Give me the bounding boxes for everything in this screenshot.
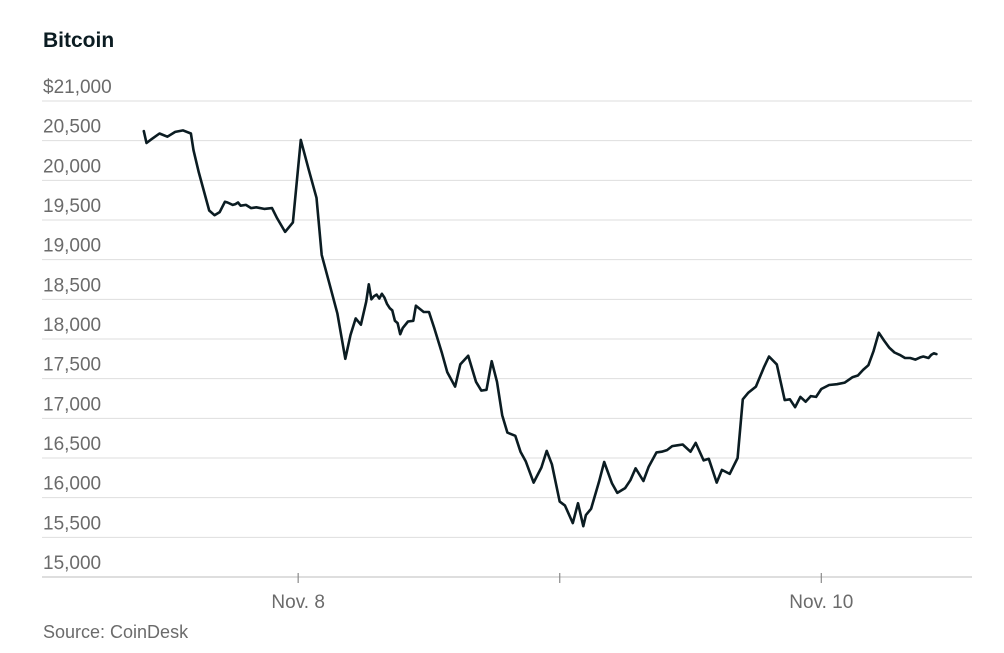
y-tick-label: 20,000 (43, 156, 101, 177)
x-tick-label: Nov. 10 (789, 592, 853, 613)
chart-title: Bitcoin (43, 29, 115, 52)
source-note: Source: CoinDesk (43, 622, 189, 642)
y-tick-label: 20,500 (43, 117, 101, 138)
series-group (142, 129, 938, 528)
y-tick-label: $21,000 (43, 77, 112, 98)
y-tick-label: 19,500 (43, 196, 101, 217)
y-tick-label: 18,000 (43, 315, 101, 336)
y-tick-label: 15,000 (43, 553, 101, 574)
x-axis-ticks: Nov. 8 Nov. 10 (271, 573, 853, 613)
y-tick-label: 19,000 (43, 236, 101, 257)
x-tick-label: Nov. 8 (271, 592, 325, 613)
y-tick-label: 17,500 (43, 355, 101, 376)
y-axis-labels: $21,000 20,500 20,000 19,500 19,000 18,500 18,… (43, 77, 112, 574)
y-tick-label: 17,000 (43, 394, 101, 415)
y-tick-label: 16,500 (43, 434, 101, 455)
bitcoin-price-line (142, 129, 938, 528)
y-tick-label: 18,500 (43, 275, 101, 296)
y-tick-label: 16,000 (43, 474, 101, 495)
gridlines (42, 100, 972, 538)
y-tick-label: 15,500 (43, 513, 101, 534)
